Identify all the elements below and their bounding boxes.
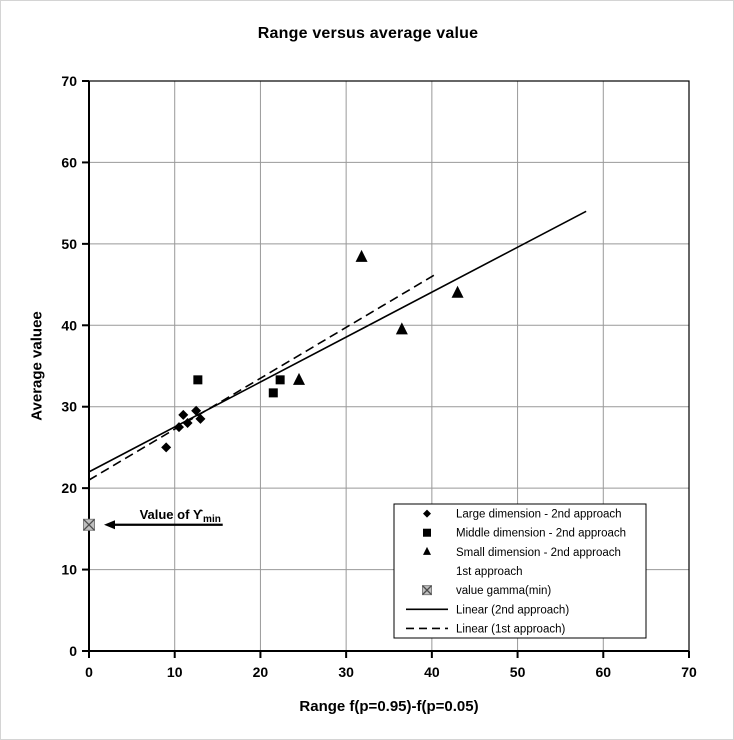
legend-entry: Middle dimension - 2nd approach bbox=[423, 528, 626, 540]
legend-entry: value gamma(min) bbox=[422, 585, 551, 597]
legend-label: Middle dimension - 2nd approach bbox=[456, 528, 626, 540]
legend-marker-diamond bbox=[423, 509, 431, 518]
x-tick-label: 50 bbox=[510, 664, 526, 680]
tick-marks bbox=[82, 80, 690, 658]
y-tick-label: 0 bbox=[69, 643, 77, 659]
data-point-square bbox=[275, 375, 285, 385]
annotation-arrow-head bbox=[104, 520, 115, 530]
data-point-triangle bbox=[451, 285, 464, 298]
series-triangle bbox=[293, 249, 464, 385]
series-square bbox=[193, 375, 285, 398]
x-tick-label: 0 bbox=[85, 664, 93, 680]
x-tick-label: 20 bbox=[253, 664, 269, 680]
series-diamond bbox=[161, 405, 206, 453]
x-tick-label: 60 bbox=[595, 664, 611, 680]
tick-labels: 0 10 20 30 40 50 60 70 0 10 20 30 40 50 60 70 bbox=[61, 73, 697, 680]
y-tick-label: 60 bbox=[61, 154, 77, 170]
y-tick-label: 20 bbox=[61, 480, 77, 496]
legend-marker-triangle bbox=[423, 546, 431, 555]
data-point-diamond bbox=[161, 442, 172, 453]
data-point-square bbox=[193, 375, 203, 385]
trendline-solid bbox=[88, 210, 587, 473]
x-tick-label: 10 bbox=[167, 664, 183, 680]
x-tick-label: 30 bbox=[338, 664, 354, 680]
data-point-triangle bbox=[293, 372, 305, 385]
legend-label: Small dimension - 2nd approach bbox=[456, 547, 621, 559]
legend-label: value gamma(min) bbox=[456, 585, 551, 597]
data-point-diamond bbox=[191, 405, 202, 416]
trendline-dashed bbox=[88, 273, 437, 481]
y-tick-label: 50 bbox=[61, 236, 77, 252]
legend-label: Large dimension - 2nd approach bbox=[456, 509, 622, 521]
x-axis-label: Range f(p=0.95)-f(p=0.05) bbox=[299, 698, 479, 715]
y-tick-label: 70 bbox=[61, 73, 77, 89]
legend-label: Linear (2nd approach) bbox=[456, 604, 569, 616]
x-tick-label: 70 bbox=[681, 664, 697, 680]
y-tick-label: 10 bbox=[61, 562, 77, 578]
legend-label: Linear (1st approach) bbox=[456, 623, 565, 635]
legend-label: 1st approach bbox=[456, 566, 523, 578]
data-point-square bbox=[268, 388, 278, 398]
y-tick-label: 40 bbox=[61, 317, 77, 333]
annotation-label: Value of ϒmin bbox=[140, 507, 221, 525]
chart-title: Range versus average value bbox=[257, 25, 479, 42]
legend-entry: Linear (2nd approach) bbox=[406, 604, 569, 616]
x-tick-label: 40 bbox=[424, 664, 440, 680]
data-point-diamond bbox=[178, 409, 189, 420]
y-tick-label: 30 bbox=[61, 399, 77, 415]
data-point-x-square-cross bbox=[83, 518, 95, 531]
data-point-diamond bbox=[195, 413, 206, 424]
legend-entry: Linear (1st approach) bbox=[406, 623, 565, 635]
data-point-diamond bbox=[174, 422, 184, 433]
legend-entry: 1st approach bbox=[456, 566, 523, 578]
legend-marker-square bbox=[423, 528, 431, 537]
legend-box bbox=[393, 503, 647, 639]
series-x-square bbox=[83, 518, 95, 531]
legend-entry: Small dimension - 2nd approach bbox=[423, 546, 621, 559]
legend-entry: Large dimension - 2nd approach bbox=[423, 509, 622, 521]
data-point-diamond bbox=[182, 418, 193, 428]
data-point-triangle bbox=[395, 322, 408, 335]
data-point-triangle bbox=[355, 249, 368, 262]
legend-marker-x-square-cross bbox=[422, 585, 432, 596]
legend: Large dimension - 2nd approach Middle dim… bbox=[393, 503, 647, 639]
